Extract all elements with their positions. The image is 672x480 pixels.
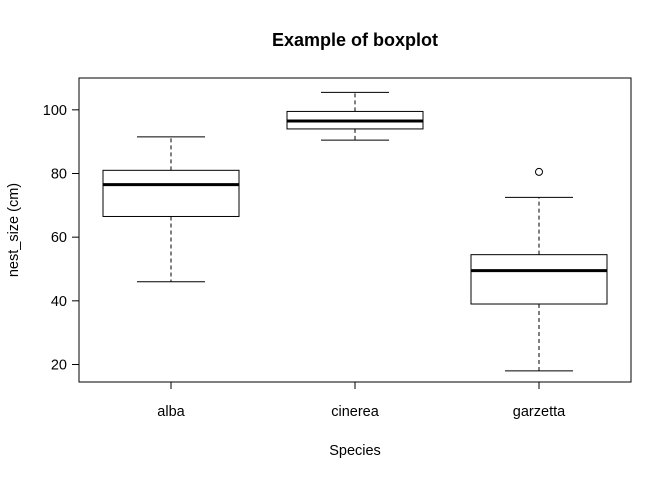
- x-tick-label: cinerea: [331, 404, 379, 420]
- x-axis: alba cinerea garzetta: [157, 382, 566, 420]
- outlier-point: [535, 167, 543, 176]
- y-axis-label: nest_size (cm): [6, 183, 22, 277]
- box-garzetta: [470, 167, 608, 372]
- box-alba: [102, 136, 240, 283]
- y-axis: 20 40 60 80 100: [43, 103, 79, 373]
- x-tick-label: alba: [157, 404, 185, 420]
- y-tick-label: 60: [51, 230, 67, 246]
- y-tick-label: 40: [51, 294, 67, 310]
- iqr-box: [102, 169, 240, 217]
- y-tick-label: 100: [43, 103, 67, 119]
- iqr-box: [470, 254, 608, 305]
- x-axis-label: Species: [329, 443, 381, 459]
- chart-title: Example of boxplot: [272, 30, 438, 50]
- y-tick-label: 80: [51, 166, 67, 182]
- y-tick-label: 20: [51, 357, 67, 373]
- boxes: [102, 91, 608, 372]
- box-cinerea: [286, 91, 424, 141]
- x-tick-label: garzetta: [513, 404, 566, 420]
